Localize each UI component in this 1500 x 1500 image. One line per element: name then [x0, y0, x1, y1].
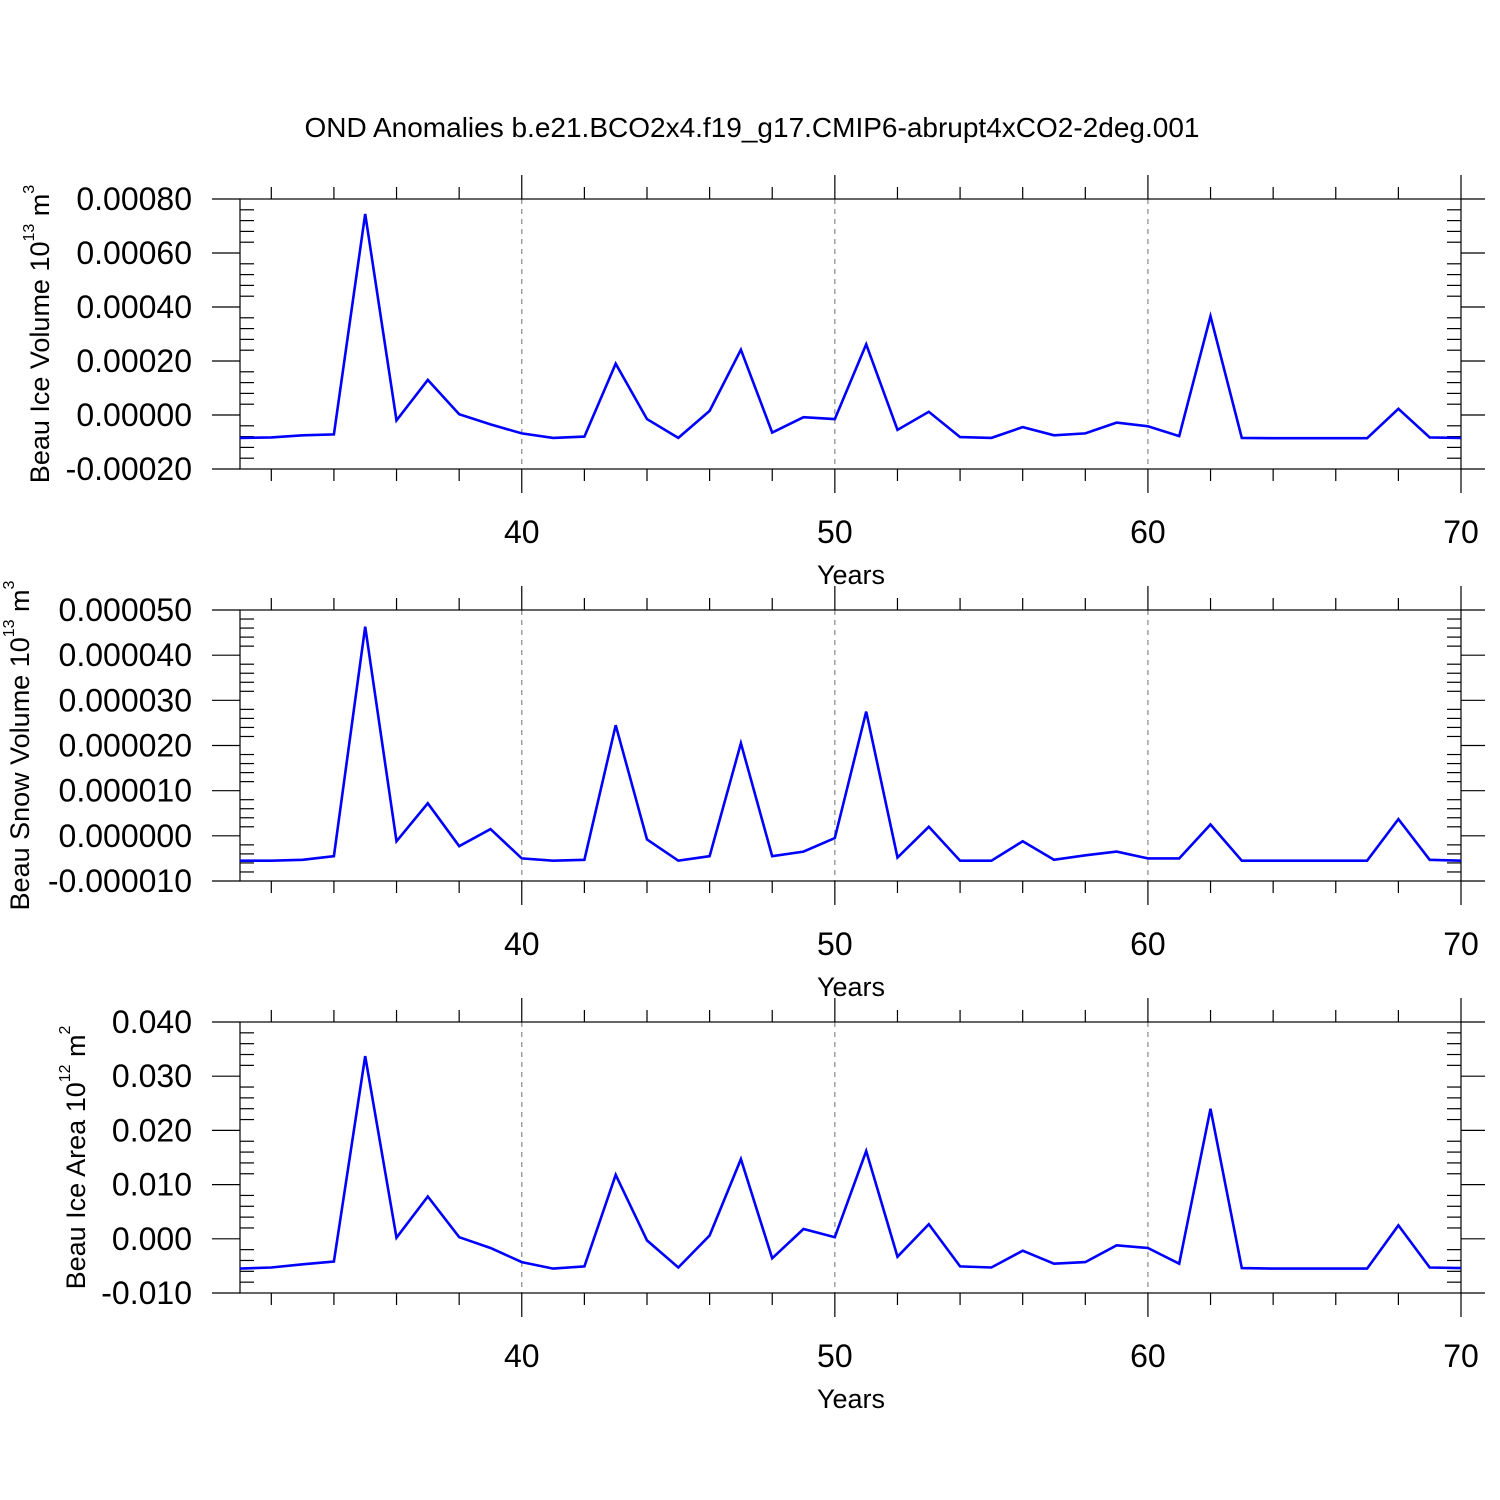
y-tick-label: 0.00040 — [76, 289, 192, 325]
panel-3: 40 50 60 70 Years -0.010 0.000 0.010 0.020 0.030 0… — [57, 998, 1485, 1414]
panel-1: 40 50 60 70 Years -0.00020 0.00000 0.00020 0.000… — [21, 175, 1485, 590]
y-tick-label: 0.000000 — [59, 818, 192, 854]
y-tick-label: 0.030 — [112, 1058, 192, 1094]
y-tick-label: -0.00020 — [66, 451, 192, 487]
y-tick-label: 0.00020 — [76, 343, 192, 379]
x-tick-label: 40 — [504, 926, 540, 962]
x-axis-label: Years — [817, 560, 885, 590]
x-axis-label: Years — [817, 972, 885, 1002]
panel-2: 40 50 60 70 Years -0.000010 0.000000 0.000010 0.… — [1, 580, 1485, 1002]
x-tick-label: 60 — [1130, 514, 1166, 550]
x-tick-label: 40 — [504, 1338, 540, 1374]
y-axis-label: Beau Ice Volume 1013 m3 — [21, 185, 55, 483]
plot-frame — [239, 609, 1462, 882]
x-tick-label: 50 — [817, 514, 853, 550]
y-tick-label: 0.000050 — [59, 592, 192, 628]
x-tick-label: 60 — [1130, 926, 1166, 962]
x-tick-label: 60 — [1130, 1338, 1166, 1374]
x-tick-label: 70 — [1443, 514, 1479, 550]
series-line — [239, 213, 1462, 440]
y-tick-label: 0.010 — [112, 1167, 192, 1203]
y-axis-label: Beau Ice Area 1012 m2 — [57, 1025, 91, 1289]
series-line — [240, 626, 1462, 863]
y-tick-label: 0.000020 — [59, 728, 192, 764]
y-tick-label: 0.000010 — [59, 773, 192, 809]
y-tick-label: 0.040 — [112, 1004, 192, 1040]
x-tick-label: 70 — [1443, 1338, 1479, 1374]
y-tick-label: 0.00000 — [76, 397, 192, 433]
y-tick-label: 0.020 — [112, 1112, 192, 1148]
x-tick-label: 50 — [817, 926, 853, 962]
y-axis-label: Beau Snow Volume 1013 m3 — [1, 580, 35, 910]
y-tick-label: 0.00080 — [76, 181, 192, 217]
y-tick-label: 0.000030 — [59, 682, 192, 718]
y-tick-label: 0.00060 — [76, 235, 192, 271]
plot-frame — [239, 198, 1462, 470]
chart-panels: 40 50 60 70 Years -0.00020 0.00000 0.00020 0.000… — [1, 175, 1485, 1414]
y-tick-label: -0.000010 — [48, 863, 192, 899]
x-tick-label: 40 — [504, 514, 540, 550]
y-tick-label: 0.000 — [112, 1221, 192, 1257]
x-axis-label: Years — [817, 1384, 885, 1414]
x-tick-label: 70 — [1443, 926, 1479, 962]
plot-frame — [239, 1021, 1462, 1294]
x-tick-label: 50 — [817, 1338, 853, 1374]
y-tick-label: -0.010 — [101, 1275, 192, 1311]
series-line — [239, 1055, 1462, 1270]
y-tick-label: 0.000040 — [59, 637, 192, 673]
chart-title: OND Anomalies b.e21.BCO2x4.f19_g17.CMIP6… — [305, 112, 1200, 143]
